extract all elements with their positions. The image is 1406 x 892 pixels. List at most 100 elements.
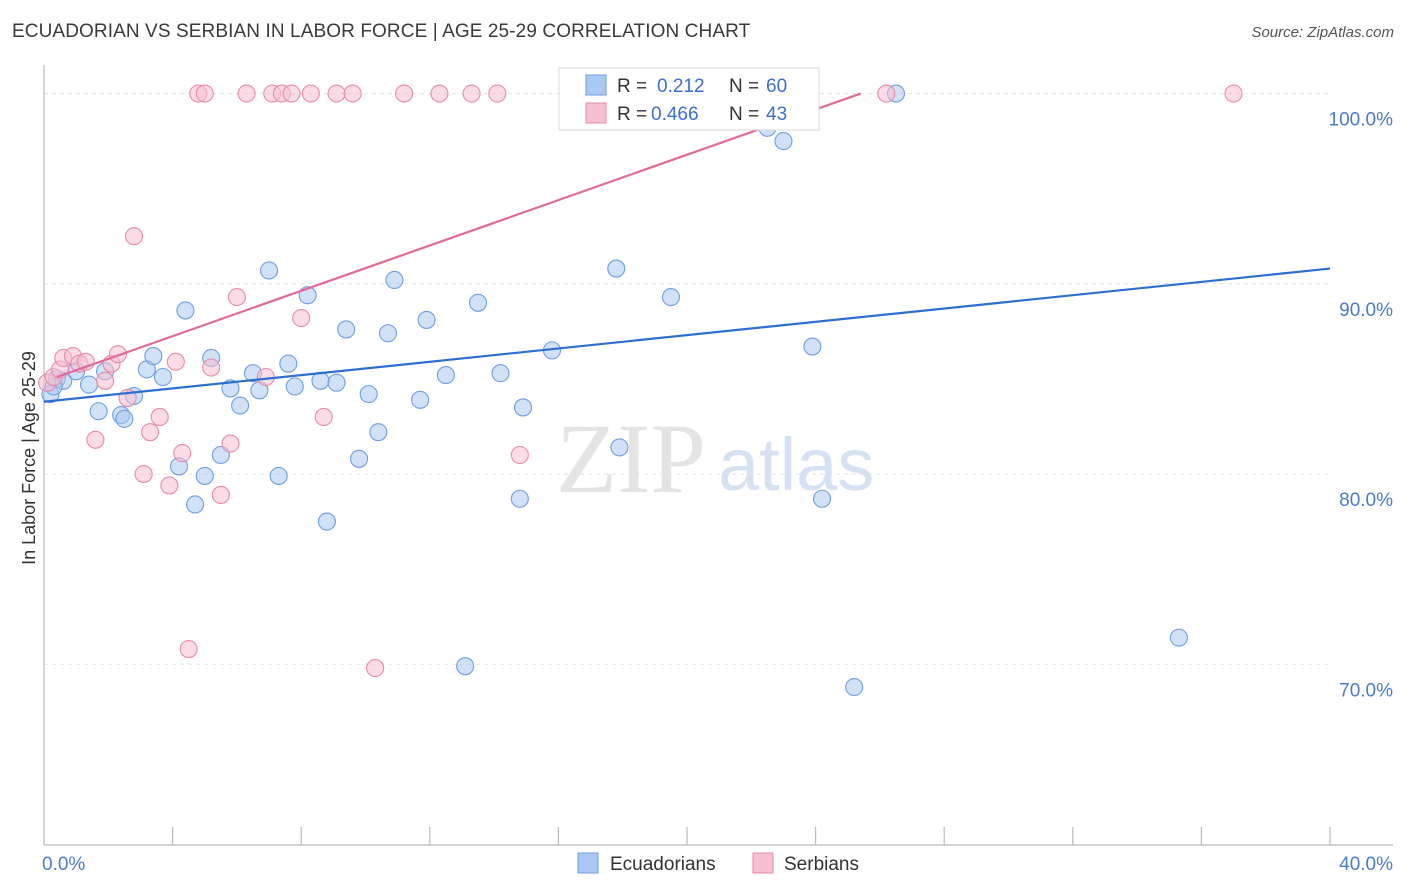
serbian-point: [173, 444, 192, 463]
ecuadorian-point: [845, 678, 864, 697]
serbian-point: [1224, 84, 1243, 103]
serbian-point: [488, 84, 507, 103]
serbian-point: [96, 371, 115, 390]
serbian-point: [343, 84, 362, 103]
ecuadorian-point: [610, 438, 629, 457]
ecuadorian-point: [186, 495, 205, 514]
serbian-point: [227, 288, 246, 307]
serbian-point: [202, 358, 221, 377]
series-legend: Ecuadorians Serbians: [577, 852, 859, 875]
serbian-point: [462, 84, 481, 103]
legend-r-label-1: R =: [617, 76, 647, 97]
chart-title: ECUADORIAN VS SERBIAN IN LABOR FORCE | A…: [12, 21, 751, 42]
ecuadorian-point: [378, 324, 398, 343]
ecuadorian-point: [79, 375, 99, 394]
serbian-point: [292, 308, 311, 328]
ecuadorian-point: [195, 466, 214, 485]
ecuadorian-point: [259, 261, 279, 280]
ecuadorian-point: [468, 293, 488, 312]
ecuadorian-point: [436, 366, 455, 385]
y-tick-label: 80.0%: [1339, 490, 1393, 511]
ecuadorian-point: [311, 371, 330, 390]
ecuadorian-point: [144, 347, 163, 366]
data-points: [38, 84, 1243, 697]
legend-swatch-ecuadorians: [585, 74, 607, 96]
ecuadorian-point: [285, 377, 304, 396]
serbian-point: [314, 407, 333, 427]
ecuadorian-trend-line: [43, 267, 1331, 403]
ecuadorian-point: [359, 385, 378, 404]
legend-r-value-2: 0.466: [651, 104, 699, 125]
y-tick-label: 70.0%: [1339, 680, 1393, 701]
serbian-point: [134, 464, 153, 484]
ecuadorian-point: [327, 373, 346, 392]
serbian-trend-line: [56, 92, 861, 379]
axes: 70.0% 80.0% 90.0% 100.0% 0.0% 40.0%: [42, 65, 1393, 875]
watermark-zip: ZIP: [556, 403, 706, 514]
serbian-point: [510, 445, 529, 465]
legend-n-value-2: 43: [766, 104, 787, 125]
source-credit: Source: ZipAtlas.com: [1251, 24, 1394, 41]
ecuadorian-point: [411, 390, 430, 409]
y-tick-label: 90.0%: [1339, 300, 1393, 321]
bottom-legend-label-serbians: Serbians: [784, 854, 859, 875]
serbian-point: [160, 476, 179, 495]
watermark-atlas: atlas: [718, 423, 874, 506]
ecuadorian-point: [115, 409, 134, 428]
ecuadorian-point: [176, 301, 195, 320]
serbian-point: [195, 84, 214, 103]
serbian-point: [430, 84, 449, 103]
y-axis-label: In Labor Force | Age 25-29: [19, 351, 39, 565]
serbian-point: [108, 345, 127, 364]
serbian-point: [124, 227, 144, 246]
serbian-point: [237, 84, 256, 103]
legend-r-value-1: 0.212: [657, 76, 705, 97]
ecuadorian-point: [510, 489, 529, 508]
ecuadorian-point: [417, 310, 436, 329]
legend-n-label-1: N =: [729, 76, 759, 97]
serbian-point: [877, 84, 896, 103]
bottom-legend-swatch-serbians: [752, 852, 774, 874]
ecuadorian-point: [607, 259, 626, 278]
ecuadorian-point: [231, 396, 250, 415]
ecuadorian-point: [350, 449, 369, 468]
trend-lines: [43, 92, 1331, 403]
ecuadorian-point: [269, 466, 288, 485]
legend-n-value-1: 60: [766, 76, 787, 97]
y-tick-label: 100.0%: [1329, 110, 1394, 131]
legend-n-label-2: N =: [729, 104, 759, 125]
serbian-point: [221, 434, 240, 453]
ecuadorian-point: [491, 364, 510, 383]
serbian-point: [301, 84, 320, 103]
serbian-point: [366, 659, 385, 678]
x-tick-label: 0.0%: [42, 854, 85, 875]
serbian-point: [256, 367, 275, 387]
serbian-point: [150, 407, 169, 427]
ecuadorian-point: [661, 288, 680, 307]
ecuadorian-point: [89, 402, 108, 421]
ecuadorian-point: [803, 337, 822, 356]
ecuadorian-point: [812, 489, 832, 508]
ecuadorian-point: [1169, 628, 1188, 647]
ecuadorian-point: [221, 379, 240, 398]
serbian-point: [327, 84, 346, 103]
serbian-point: [211, 485, 230, 505]
serbian-point: [282, 84, 301, 103]
ecuadorian-point: [369, 423, 388, 442]
x-tick-label: 40.0%: [1339, 854, 1393, 875]
grid-lines: [44, 93, 1330, 665]
legend-r-label-2: R =: [617, 104, 647, 125]
serbian-point: [166, 352, 185, 371]
ecuadorian-point: [337, 320, 356, 339]
legend-swatch-serbians: [585, 102, 607, 124]
ecuadorian-point: [456, 657, 475, 676]
ecuadorian-point: [317, 512, 336, 531]
serbian-point: [86, 430, 105, 449]
bottom-legend-label-ecuadorians: Ecuadorians: [610, 854, 716, 875]
ecuadorian-point: [153, 367, 173, 387]
serbian-point: [141, 423, 160, 442]
ecuadorian-point: [279, 354, 298, 373]
serbian-point: [179, 639, 198, 659]
bottom-legend-swatch-ecuadorians: [577, 852, 599, 874]
